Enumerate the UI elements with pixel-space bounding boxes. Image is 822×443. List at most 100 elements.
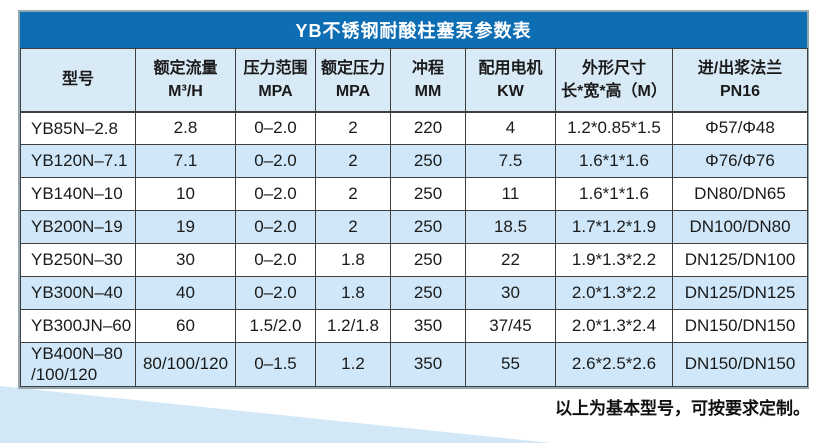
header-line1: 冲程: [411, 59, 444, 77]
header-line1: 额定流量: [153, 59, 218, 77]
table-row: YB300N–40 40 0–2.0 1.8 250 30 2.0*1.3*2.2 DN125…: [20, 276, 808, 310]
column-header-1: 型号: [20, 48, 136, 113]
decorative-wedge: [0, 386, 552, 443]
value-cell: 0–2.0: [235, 144, 316, 178]
value-cell: 1.9*1.3*2.2: [555, 243, 673, 277]
value-cell: 2.0*1.3*2.4: [555, 309, 673, 343]
column-header-6: 配用电机 KW: [465, 48, 556, 113]
value-cell: 10: [135, 177, 236, 211]
model-cell: YB300N–40: [20, 276, 136, 310]
value-cell: 1.2: [315, 342, 391, 387]
value-cell: 250: [390, 276, 466, 310]
header-line2: MPA: [258, 82, 293, 100]
value-cell: 2.8: [135, 111, 236, 145]
value-cell: 30: [135, 243, 236, 277]
value-cell: 1.8: [315, 243, 391, 277]
value-cell: 0–2.0: [235, 276, 316, 310]
header-line2: PN16: [719, 82, 761, 100]
value-cell: DN125/DN100: [672, 243, 808, 277]
table-body: YB85N–2.8 2.8 0–2.0 2 220 4 1.2*0.85*1.5 Φ57/Φ4…: [20, 111, 808, 387]
value-cell: DN100/DN80: [672, 210, 808, 244]
value-cell: 1.8: [315, 276, 391, 310]
value-cell: 80/100/120: [135, 342, 236, 387]
value-cell: 0–2.0: [235, 111, 316, 145]
value-cell: 1.5/2.0: [235, 309, 316, 343]
value-cell: 2.6*2.5*2.6: [555, 342, 673, 387]
value-cell: 350: [390, 309, 466, 343]
column-header-2: 额定流量 M³/H: [135, 48, 236, 113]
column-header-3: 压力范围 MPA: [235, 48, 316, 113]
column-header-4: 额定压力 MPA: [315, 48, 391, 113]
table-row: YB300JN–60 60 1.5/2.0 1.2/1.8 350 37/45 2.0*1.…: [20, 309, 808, 343]
value-cell: 2: [315, 177, 391, 211]
value-cell: 1.6*1*1.6: [555, 177, 673, 211]
value-cell: 18.5: [465, 210, 556, 244]
value-cell: 2.0*1.3*2.2: [555, 276, 673, 310]
footer-note: 以上为基本型号，可按要求定制。: [555, 399, 810, 418]
value-cell: 250: [390, 243, 466, 277]
value-cell: 60: [135, 309, 236, 343]
value-cell: DN150/DN150: [672, 342, 808, 387]
value-cell: 22: [465, 243, 556, 277]
header-line2: KW: [497, 82, 524, 100]
pump-parameter-table: YB不锈钢耐酸柱塞泵参数表 型号 额定流量 M³/H 压力范围 MPA 额定压力 MPA 冲程…: [18, 10, 809, 389]
header-line2: M³/H: [168, 82, 203, 100]
model-cell: YB250N–30: [20, 243, 136, 277]
value-cell: 1.6*1*1.6: [555, 144, 673, 178]
header-line1: 压力范围: [243, 59, 308, 77]
value-cell: 7.1: [135, 144, 236, 178]
header-line2: MPA: [335, 82, 371, 100]
header-line1: 进/出浆法兰: [697, 59, 783, 77]
table-row: YB250N–30 30 0–2.0 1.8 250 22 1.9*1.3*2.2 DN125…: [20, 243, 808, 277]
value-cell: 2: [315, 144, 391, 178]
model-cell: YB200N–19: [20, 210, 136, 244]
value-cell: 30: [465, 276, 556, 310]
value-cell: Φ76/Φ76: [672, 144, 808, 178]
column-header-8: 进/出浆法兰 PN16: [672, 48, 808, 113]
value-cell: 1.7*1.2*1.9: [555, 210, 673, 244]
value-cell: 250: [390, 177, 466, 211]
header-line2: 长*宽*高（M）: [561, 82, 667, 100]
value-cell: 40: [135, 276, 236, 310]
value-cell: 0–2.0: [235, 210, 316, 244]
header-line1: 外形尺寸: [581, 59, 646, 77]
header-row: 型号 额定流量 M³/H 压力范围 MPA 额定压力 MPA 冲程 MM 配用电机 KW 外形尺寸长*…: [20, 48, 808, 113]
value-cell: 0–1.5: [235, 342, 316, 387]
model-cell: YB400N–80 /100/120: [20, 342, 136, 387]
value-cell: 250: [390, 144, 466, 178]
column-header-5: 冲程 MM: [390, 48, 466, 113]
value-cell: 37/45: [465, 309, 556, 343]
value-cell: 250: [390, 210, 466, 244]
model-cell: YB140N–10: [20, 177, 136, 211]
value-cell: 1.2*0.85*1.5: [555, 111, 673, 145]
header-line2: MM: [414, 82, 442, 100]
value-cell: 2: [315, 111, 391, 145]
header-line1: 配用电机: [478, 59, 543, 77]
value-cell: Φ57/Φ48: [672, 111, 808, 145]
model-cell: YB85N–2.8: [20, 111, 136, 145]
value-cell: 220: [390, 111, 466, 145]
value-cell: 350: [390, 342, 466, 387]
value-cell: 1.2/1.8: [315, 309, 391, 343]
model-cell: YB300JN–60: [20, 309, 136, 343]
value-cell: DN150/DN150: [672, 309, 808, 343]
table-row: YB120N–7.1 7.1 0–2.0 2 250 7.5 1.6*1*1.6 Φ76/Φ7…: [20, 144, 808, 178]
table-row: YB140N–10 10 0–2.0 2 250 11 1.6*1*1.6 DN80/DN65: [20, 177, 808, 211]
value-cell: 11: [465, 177, 556, 211]
header-line1: 额定压力: [320, 59, 385, 77]
table-title: YB不锈钢耐酸柱塞泵参数表: [20, 12, 807, 48]
column-header-7: 外形尺寸长*宽*高（M）: [555, 48, 673, 113]
value-cell: 4: [465, 111, 556, 145]
value-cell: 7.5: [465, 144, 556, 178]
value-cell: 2: [315, 210, 391, 244]
value-cell: 55: [465, 342, 556, 387]
value-cell: DN125/DN125: [672, 276, 808, 310]
value-cell: DN80/DN65: [672, 177, 808, 211]
model-cell: YB120N–7.1: [20, 144, 136, 178]
value-cell: 19: [135, 210, 236, 244]
value-cell: 0–2.0: [235, 177, 316, 211]
parameter-table: 型号 额定流量 M³/H 压力范围 MPA 额定压力 MPA 冲程 MM 配用电机 KW 外形尺寸长*…: [20, 48, 808, 387]
table-row: YB200N–19 19 0–2.0 2 250 18.5 1.7*1.2*1.9 DN100…: [20, 210, 808, 244]
table-row: YB85N–2.8 2.8 0–2.0 2 220 4 1.2*0.85*1.5 Φ57/Φ4…: [20, 111, 808, 145]
header-line1: 型号: [61, 71, 94, 89]
